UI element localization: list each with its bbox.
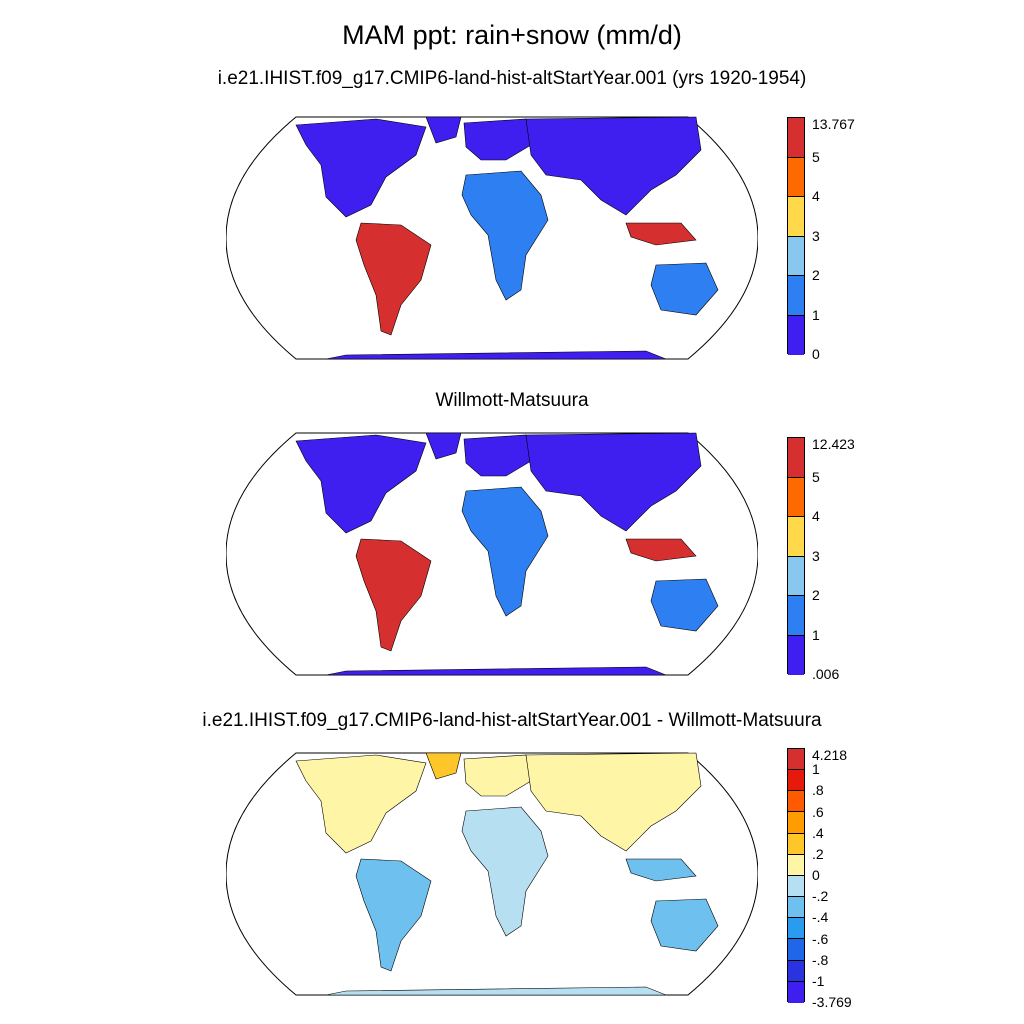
colorbar-label: 5: [812, 148, 820, 165]
landmass-namerica: [295, 434, 427, 534]
colorbar-label: -.4: [812, 909, 829, 926]
colorbar-swatch: [788, 157, 804, 197]
colorbar-label: 2: [812, 587, 820, 603]
colorbar-swatch: [788, 477, 804, 517]
landmass-antarctica: [325, 666, 667, 676]
panel-2-title: Willmott-Matsuura: [435, 390, 589, 411]
landmass-antarctica: [325, 350, 667, 360]
panel-1-title: i.e21.IHIST.f09_g17.CMIP6-land-hist-altS…: [217, 68, 807, 89]
panel-1-map: [226, 116, 758, 360]
colorbar-label: 1: [812, 306, 820, 323]
landmass-asia: [525, 116, 702, 216]
colorbar-swatch: [788, 236, 804, 276]
colorbar-label: 4: [812, 188, 820, 204]
panel-2-map: [226, 432, 758, 676]
colorbar-label: 4.218: [812, 747, 848, 763]
landmass-africa: [461, 170, 549, 301]
landmass-seasia: [625, 858, 697, 882]
colorbar-swatch: [788, 981, 804, 1003]
landmass-samerica: [355, 858, 432, 972]
colorbar-label: 12.423: [812, 436, 855, 452]
colorbar-swatch: [788, 596, 804, 636]
panel-2-colorbar: [787, 437, 805, 675]
landmass-namerica: [295, 118, 427, 218]
landmass-greenland: [425, 116, 462, 144]
colorbar-swatch: [788, 770, 804, 792]
landmass-greenland: [425, 432, 462, 460]
landmass-seasia: [625, 538, 697, 562]
landmass-samerica: [355, 538, 432, 652]
colorbar-swatch: [788, 875, 804, 898]
colorbar-swatch: [788, 791, 804, 813]
colorbar-label: 5: [812, 468, 820, 485]
landmass-australia: [650, 262, 719, 316]
colorbar-swatch: [788, 939, 804, 961]
landmass-africa: [461, 806, 549, 937]
colorbar-label: -.6: [812, 930, 829, 947]
colorbar-label: 1: [812, 761, 820, 778]
landmass-greenland: [425, 752, 462, 780]
colorbar-swatch: [788, 517, 804, 557]
colorbar-swatch: [788, 897, 804, 919]
colorbar-label: -.2: [812, 888, 829, 905]
landmass-asia: [525, 432, 702, 532]
landmass-antarctica: [325, 986, 667, 996]
colorbar-label: 1: [812, 626, 820, 643]
colorbar-swatch: [788, 556, 804, 596]
colorbar-swatch: [788, 635, 804, 675]
panel-1-colorbar: [787, 117, 805, 355]
colorbar-label: .6: [812, 803, 824, 820]
colorbar-swatch: [788, 315, 804, 355]
colorbar-label: -1: [812, 972, 825, 989]
colorbar-label: 2: [812, 267, 820, 283]
colorbar-label: 3: [812, 227, 820, 244]
colorbar-swatch: [788, 960, 804, 982]
colorbar-label: 4: [812, 508, 820, 524]
colorbar-swatch: [788, 854, 804, 876]
landmass-namerica: [295, 754, 427, 854]
colorbar-label: 0: [812, 346, 820, 362]
colorbar-swatch: [788, 276, 804, 316]
panel-3-map: [226, 752, 758, 996]
landmass-asia: [525, 752, 702, 852]
landmass-australia: [650, 898, 719, 952]
colorbar-label: 0: [812, 867, 820, 883]
colorbar-label: .006: [812, 666, 840, 682]
page-title: MAM ppt: rain+snow (mm/d): [342, 20, 682, 50]
colorbar-label: 13.767: [812, 116, 855, 132]
landmass-seasia: [625, 222, 697, 246]
landmass-samerica: [355, 222, 432, 336]
landmass-africa: [461, 486, 549, 617]
colorbar-label: .4: [812, 824, 824, 841]
panel-3-title: i.e21.IHIST.f09_g17.CMIP6-land-hist-altS…: [202, 710, 822, 731]
colorbar-swatch: [788, 812, 804, 834]
colorbar-label: .2: [812, 845, 824, 862]
colorbar-swatch: [788, 749, 804, 771]
colorbar-label: 3: [812, 547, 820, 564]
colorbar-label: -3.769: [812, 994, 852, 1010]
colorbar-swatch: [788, 197, 804, 237]
colorbar-label: .8: [812, 782, 824, 799]
colorbar-swatch: [788, 438, 804, 478]
panel-3-colorbar: [787, 748, 805, 1003]
landmass-australia: [650, 578, 719, 632]
colorbar-label: -.8: [812, 951, 829, 968]
colorbar-swatch: [788, 833, 804, 855]
colorbar-swatch: [788, 918, 804, 940]
colorbar-swatch: [788, 118, 804, 158]
